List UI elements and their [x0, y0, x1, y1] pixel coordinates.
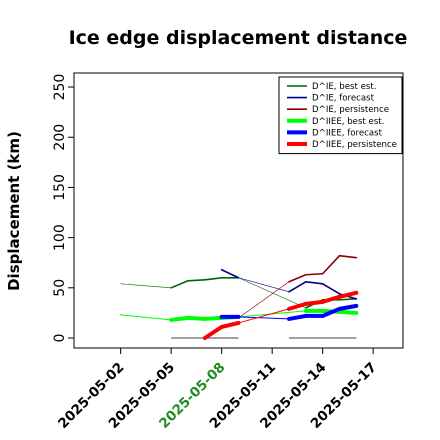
- series-segment: [169, 315, 190, 322]
- series-segment: [219, 320, 241, 329]
- series-segment: [220, 268, 240, 279]
- series-segment: [288, 280, 307, 293]
- series-segment: [120, 283, 172, 289]
- series-segment: [287, 313, 308, 321]
- legend-label: D^IIEE, best est.: [312, 117, 384, 127]
- series-segment: [238, 281, 290, 319]
- plot-lines: [120, 254, 359, 340]
- series-segment: [202, 315, 224, 321]
- series-segment: [321, 254, 341, 275]
- series-segment: [321, 282, 341, 295]
- legend-label: D^IE, persistence: [312, 105, 389, 115]
- chart-title: Ice edge displacement distance: [69, 27, 408, 49]
- series-segment: [238, 308, 290, 324]
- legend-label: D^IIEE, forecast: [312, 128, 383, 138]
- series-segment: [288, 273, 307, 283]
- series-segment: [305, 272, 324, 276]
- series-segment: [338, 298, 358, 301]
- series-segment: [337, 290, 359, 299]
- y-tick-label: 150: [52, 174, 68, 201]
- series-segment: [337, 309, 359, 315]
- series-segment: [187, 278, 206, 282]
- series-segment: [305, 280, 324, 285]
- x-axis: 2025-05-022025-05-052025-05-082025-05-11…: [55, 348, 380, 432]
- series-segment: [238, 277, 290, 293]
- series-segment: [202, 324, 224, 340]
- legend-label: D^IE, forecast: [312, 94, 375, 104]
- y-tick-label: 0: [52, 334, 68, 343]
- series-segment: [337, 303, 359, 311]
- series-segment: [320, 294, 342, 304]
- y-tick-label: 50: [52, 279, 68, 297]
- series-segment: [238, 277, 307, 309]
- legend-label: D^IE, best est.: [312, 82, 376, 92]
- y-axis-label: Displacement (km): [5, 131, 23, 291]
- series-segment: [238, 316, 290, 320]
- plot-area-frame: [73, 72, 404, 349]
- y-tick-label: 250: [52, 74, 68, 101]
- legend-label: D^IIEE, persistence: [312, 140, 397, 150]
- y-tick-label: 200: [52, 124, 68, 151]
- legend-box: [278, 76, 403, 155]
- y-tick-label: 100: [52, 224, 68, 251]
- series-segment: [120, 314, 172, 321]
- series-segment: [186, 315, 207, 321]
- series-segment: [303, 299, 325, 306]
- series-segment: [338, 254, 358, 259]
- series-segment: [320, 306, 342, 318]
- y-axis: 0 50 100 150 200 250: [52, 74, 74, 343]
- series-segment: [287, 301, 308, 311]
- series-segment: [170, 279, 189, 289]
- series-segment: [204, 276, 223, 281]
